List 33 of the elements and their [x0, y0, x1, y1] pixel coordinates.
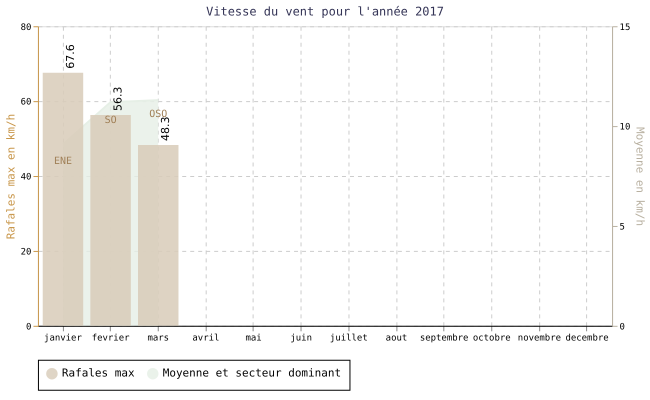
- x-tick-label: novembre: [518, 333, 561, 344]
- x-tick-label: decembre: [565, 333, 609, 344]
- y2-tick-label: 10: [620, 122, 630, 133]
- y-tick-label: 20: [20, 247, 32, 258]
- y-axis-title: Rafales max en km/h: [4, 114, 18, 240]
- y2-tick-label: 5: [620, 222, 625, 232]
- y-tick-label: 0: [26, 322, 32, 332]
- x-tick-label: aout: [386, 333, 408, 344]
- legend-label: Rafales max: [62, 366, 135, 380]
- x-tick-label: mars: [147, 333, 170, 344]
- y2-axis-title: Moyenne en km/h: [633, 127, 646, 226]
- x-tick-label: janvier: [44, 333, 82, 344]
- bar: [42, 72, 84, 326]
- x-tick-label: juillet: [330, 333, 368, 344]
- x-tick-label: avril: [192, 333, 220, 344]
- y-tick-label: 80: [20, 22, 32, 33]
- bar: [138, 144, 178, 326]
- x-tick-label: fevrier: [92, 333, 130, 344]
- y-tick-label: 40: [20, 172, 32, 183]
- x-tick-label: septembre: [420, 333, 468, 344]
- chart-title: Vitesse du vent pour l'année 2017: [206, 4, 444, 18]
- y2-tick-label: 0: [620, 322, 625, 332]
- annotation: ENE: [54, 156, 72, 168]
- annotation: SO: [104, 114, 117, 126]
- data-label: 56.3: [112, 86, 125, 112]
- data-label: 67.6: [64, 44, 77, 69]
- y2-tick-label: 15: [620, 22, 630, 33]
- x-tick-label: octobre: [472, 333, 511, 344]
- y-tick-label: 60: [20, 98, 32, 108]
- legend-label: Moyenne et secteur dominant: [162, 366, 342, 380]
- x-tick-label: juin: [290, 333, 312, 344]
- bar: [90, 115, 131, 326]
- x-tick-label: mai: [245, 333, 262, 344]
